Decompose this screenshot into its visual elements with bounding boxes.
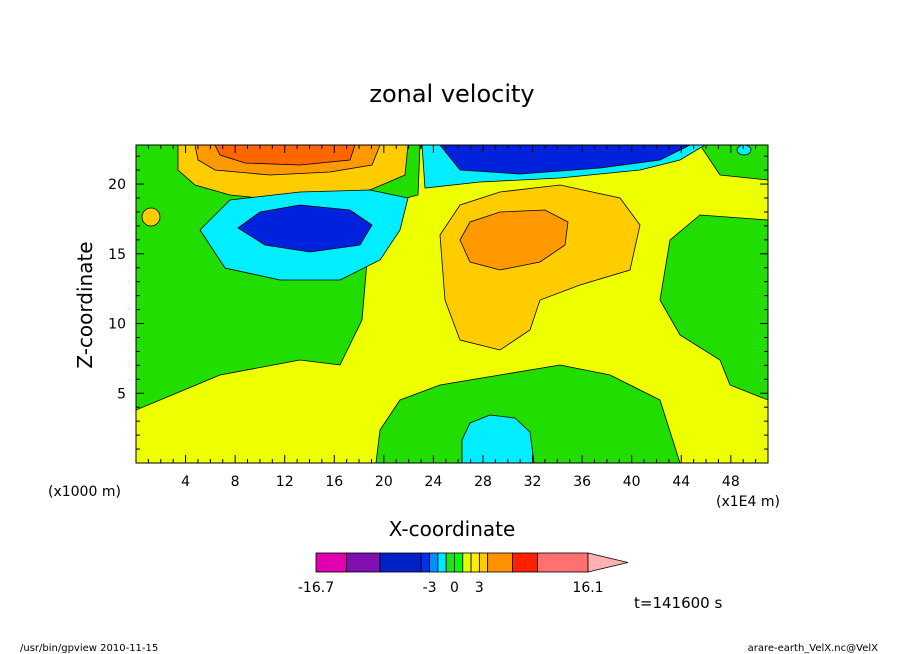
colorbar-segment xyxy=(487,552,513,573)
colorbar-segment xyxy=(379,552,422,573)
y-tick-label: 10 xyxy=(108,317,126,333)
region-weak-negative-bottom xyxy=(375,364,681,463)
y-tick-label: 15 xyxy=(108,247,126,263)
y-tick-label: 5 xyxy=(117,386,126,402)
x-tick-label: 48 xyxy=(722,474,740,490)
x-tick-label: 36 xyxy=(573,474,591,490)
chart-title: zonal velocity xyxy=(369,80,534,108)
colorbar-labels: -16.7 -3 0 3 16.1 xyxy=(298,580,604,596)
colorbar xyxy=(315,552,629,573)
region-positive-upper-left-peak xyxy=(214,145,356,166)
x-tick-label: 12 xyxy=(276,474,294,490)
plot-frame xyxy=(135,144,769,464)
colorbar-label: -16.7 xyxy=(298,580,334,596)
region-small-negative-top-right xyxy=(736,145,752,156)
region-positive-mid-center-core xyxy=(459,209,569,271)
region-negative-mid-left-core xyxy=(237,204,373,253)
y-axis-unit-label: (x1000 m) xyxy=(48,484,121,500)
region-negative-bottom-bubble xyxy=(461,414,535,463)
y-tick-label: 20 xyxy=(108,177,126,193)
region-negative-upper-center-core xyxy=(439,145,691,175)
colorbar-label: 3 xyxy=(475,580,484,596)
colorbar-segment xyxy=(315,552,348,573)
colorbar-segment xyxy=(512,552,538,573)
colorbar-segment xyxy=(346,552,381,573)
x-axis-unit-label: (x1E4 m) xyxy=(716,494,780,510)
y-axis-ticks: 5 10 15 20 xyxy=(108,155,768,450)
x-tick-label: 28 xyxy=(474,474,492,490)
colorbar-segment xyxy=(478,552,489,573)
colorbar-segment xyxy=(537,552,589,573)
x-tick-label: 16 xyxy=(325,474,343,490)
region-weak-negative-top-right xyxy=(420,145,768,181)
colorbar-label: -3 xyxy=(423,580,437,596)
x-tick-label: 8 xyxy=(231,474,240,490)
footer-right: arare-earth_VelX.nc@VelX xyxy=(748,643,879,654)
plot-area xyxy=(136,145,768,463)
y-axis-label: Z-coordinate xyxy=(73,241,97,368)
colorbar-segment xyxy=(420,552,431,573)
colorbar-segment xyxy=(429,552,439,573)
region-small-positive-left xyxy=(141,207,161,227)
colorbar-extension-arrow xyxy=(587,552,629,573)
region-weak-negative-right xyxy=(659,214,768,401)
x-tick-label: 24 xyxy=(424,474,442,490)
footer-left: /usr/bin/gpview 2010-11-15 xyxy=(20,643,158,654)
x-axis-ticks: 4 8 12 16 20 24 28 32 36 40 44 48 xyxy=(147,145,769,490)
x-axis-label: X-coordinate xyxy=(389,517,516,541)
x-tick-label: 44 xyxy=(672,474,690,490)
colorbar-segment xyxy=(470,552,480,573)
colorbar-label: 16.1 xyxy=(572,580,603,596)
colorbar-segment xyxy=(445,552,455,573)
colorbar-segment xyxy=(437,552,447,573)
x-tick-label: 32 xyxy=(524,474,542,490)
x-tick-label: 40 xyxy=(623,474,641,490)
colorbar-label: 0 xyxy=(450,580,459,596)
colorbar-segment xyxy=(462,552,472,573)
colorbar-segment xyxy=(454,552,464,573)
x-tick-label: 20 xyxy=(375,474,393,490)
time-label: t=141600 s xyxy=(634,594,722,612)
x-tick-label: 4 xyxy=(181,474,190,490)
